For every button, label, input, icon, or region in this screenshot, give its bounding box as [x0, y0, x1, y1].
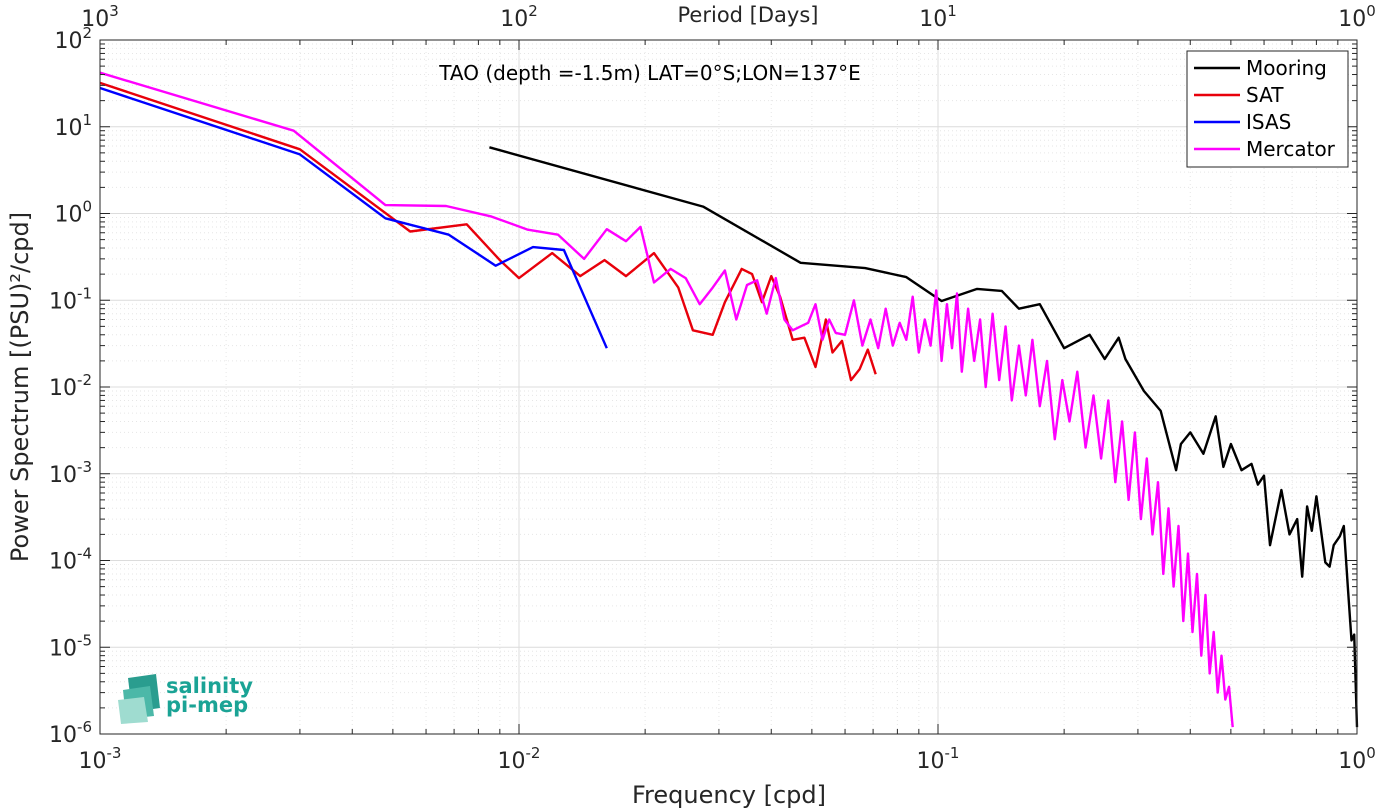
x-tick-labels: 10-3 10-2 10-1 100 [79, 744, 1376, 774]
x-tick-label: 10-1 [917, 744, 960, 774]
top-tick-labels: 103 102 101 100 [81, 2, 1376, 32]
legend-label-mooring: Mooring [1246, 56, 1327, 80]
x-tick-label-exponent: 0 [1366, 744, 1376, 762]
x-tick-label-base: 10 [1338, 749, 1366, 774]
series-line-mooring [489, 146, 1359, 728]
y-tick-label: 100 [54, 198, 92, 228]
minor-grid [100, 40, 1357, 734]
x-tick-label: 10-3 [79, 744, 122, 774]
chart-annotation: TAO (depth =-1.5m) LAT=0°S;LON=137°E [438, 61, 860, 85]
series-line-isas [99, 86, 608, 349]
y-tick-label-exponent: -6 [77, 718, 92, 736]
y-tick-label-base: 10 [49, 289, 77, 314]
y-tick-label-base: 10 [49, 723, 77, 748]
logo-text-salinity: salinity [166, 674, 253, 698]
y-tick-label-base: 10 [54, 116, 82, 141]
x-tick-label-exponent: -1 [945, 744, 960, 762]
x-tick-label-base: 10 [79, 749, 107, 774]
top-tick-label-base: 10 [919, 7, 947, 32]
y-tick-label: 102 [54, 24, 92, 54]
logo-text-pi-mep: pi-mep [166, 693, 248, 717]
top-tick-label: 100 [1338, 2, 1376, 32]
y-tick-label-exponent: -2 [77, 371, 92, 389]
x-tick-label-exponent: -2 [526, 744, 541, 762]
legend-label-sat: SAT [1246, 83, 1284, 107]
x-axis-label: Frequency [cpd] [632, 781, 826, 809]
y-tick-label-exponent: -4 [77, 545, 92, 563]
y-tick-label-base: 10 [49, 550, 77, 575]
top-tick-label-exponent: 1 [947, 2, 957, 20]
x-tick-label: 10-2 [498, 744, 541, 774]
series-line-sat [99, 81, 877, 382]
top-tick-label-base: 10 [500, 7, 528, 32]
legend-entries: Mooring SAT ISAS Mercator [1194, 56, 1336, 161]
y-tick-label: 101 [54, 111, 92, 141]
x-tick-label-base: 10 [498, 749, 526, 774]
y-tick-label-base: 10 [54, 29, 82, 54]
y-tick-label: 10-1 [49, 284, 92, 314]
legend: Mooring SAT ISAS Mercator [1186, 50, 1349, 168]
y-tick-label: 10-3 [49, 458, 92, 488]
y-tick-label-base: 10 [49, 463, 77, 488]
y-tick-label-base: 10 [54, 203, 82, 228]
y-tick-label: 10-2 [49, 371, 92, 401]
y-tick-label-exponent: -1 [77, 284, 92, 302]
y-tick-label-exponent: -5 [77, 631, 92, 649]
top-tick-label: 102 [500, 2, 538, 32]
x-tick-label: 100 [1338, 744, 1376, 774]
y-tick-label: 10-4 [49, 545, 92, 575]
y-tick-label-base: 10 [49, 636, 77, 661]
x-tick-label-base: 10 [917, 749, 945, 774]
top-tick-label-exponent: 2 [528, 2, 538, 20]
series-lines [99, 71, 1359, 728]
y-tick-label-exponent: 0 [82, 198, 92, 216]
y-tick-label-exponent: 1 [82, 111, 92, 129]
y-axis-label: Power Spectrum [(PSU)²/cpd] [6, 212, 34, 562]
top-tick-label-base: 10 [81, 7, 109, 32]
y-tick-label: 10-6 [49, 718, 92, 748]
salinity-pi-mep-logo: salinity pi-mep [118, 674, 253, 724]
axis-ticks [99, 40, 1357, 735]
x-tick-label-exponent: -3 [107, 744, 122, 762]
y-tick-label-exponent: -3 [77, 458, 92, 476]
y-tick-label-base: 10 [49, 376, 77, 401]
top-tick-label: 103 [81, 2, 119, 32]
top-axis-label: Period [Days] [678, 3, 819, 27]
logo-wave-front [118, 697, 148, 724]
top-tick-label: 101 [919, 2, 957, 32]
y-tick-label: 10-5 [49, 631, 92, 661]
series-line-mercator [99, 71, 1234, 728]
legend-label-mercator: Mercator [1246, 137, 1336, 161]
y-tick-label-exponent: 2 [82, 24, 92, 42]
top-tick-label-base: 10 [1338, 7, 1366, 32]
legend-box [1186, 50, 1349, 168]
top-tick-label-exponent: 3 [109, 2, 119, 20]
legend-label-isas: ISAS [1246, 110, 1291, 134]
top-tick-label-exponent: 0 [1366, 2, 1376, 20]
